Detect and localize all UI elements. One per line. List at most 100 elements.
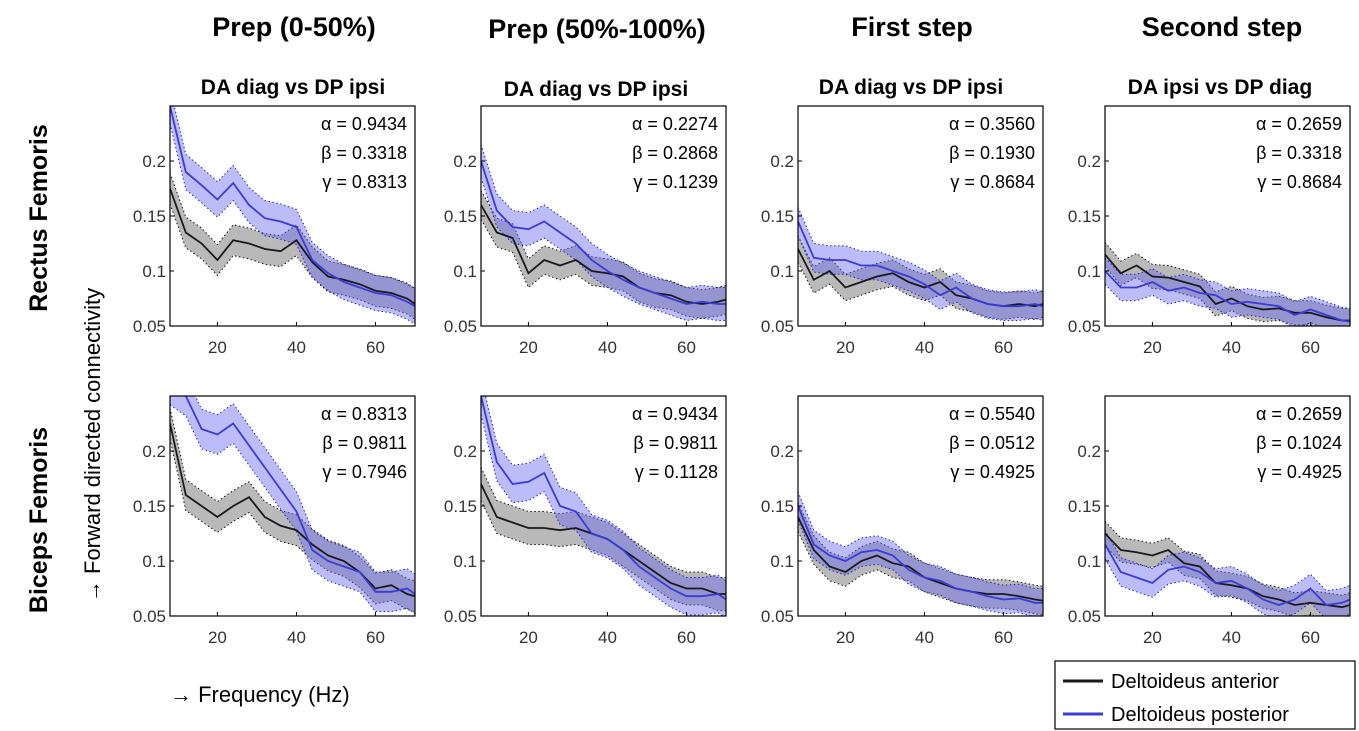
panel-r2-c1: 0.05 0.1 0.15 0.2 20 40 60 α = 0.8313 β = 0.9811… — [133, 395, 416, 647]
series-line — [1105, 270, 1350, 323]
x-tick-label: 20 — [836, 338, 855, 357]
stat-alpha: α = 0.2659 — [1256, 404, 1342, 424]
series-line — [798, 221, 1043, 308]
band-lower-edge — [798, 235, 1043, 321]
y-tick-label: 0.15 — [444, 207, 477, 226]
plot-area — [798, 207, 1043, 321]
band-lower-edge — [481, 177, 726, 322]
x-tick-label: 40 — [915, 338, 934, 357]
y-tick-label: 0.15 — [1068, 497, 1101, 516]
x-tick-label: 60 — [366, 628, 385, 647]
x-tick-label: 40 — [598, 338, 617, 357]
series-line — [798, 505, 1043, 604]
x-tick-label: 60 — [1301, 338, 1320, 357]
row-title-biceps-femoris: Biceps Femoris — [25, 427, 53, 613]
x-tick-label: 60 — [994, 628, 1013, 647]
band-upper-edge — [798, 235, 1043, 294]
stat-gamma: γ = 0.1128 — [635, 462, 718, 482]
series-line — [170, 188, 415, 305]
stat-beta: β = 0.0512 — [949, 433, 1035, 453]
y-tick-label: 0.05 — [761, 317, 794, 336]
stat-gamma: γ = 0.1239 — [633, 172, 718, 192]
band-upper-edge — [481, 467, 726, 578]
y-tick-label: 0.15 — [761, 207, 794, 226]
legend-label-anterior: Deltoideus anterior — [1111, 671, 1279, 693]
panel-r1-c2: 0.05 0.1 0.15 0.2 20 40 60 α = 0.2274 β = 0.2868… — [444, 105, 727, 357]
confidence-band — [798, 502, 1043, 615]
panel-r1-c3: 0.05 0.1 0.15 0.2 20 40 60 α = 0.3560 β = 0.1930… — [761, 105, 1044, 357]
stat-gamma: γ = 0.8684 — [950, 172, 1035, 192]
plot-area — [170, 396, 415, 615]
stat-alpha: α = 0.3560 — [949, 114, 1035, 134]
x-tick-label: 20 — [519, 338, 538, 357]
plot-area — [1105, 521, 1350, 616]
y-tick-label: 0.15 — [444, 497, 477, 516]
y-tick-label: 0.05 — [1068, 317, 1101, 336]
series-line — [481, 160, 726, 305]
column-title-1: Prep (0-50%) — [212, 12, 376, 42]
x-tick-label: 60 — [677, 338, 696, 357]
x-tick-label: 20 — [1143, 338, 1162, 357]
band-upper-edge — [1105, 257, 1350, 309]
legend-box — [1054, 660, 1356, 730]
x-tick-label: 20 — [836, 628, 855, 647]
confidence-band — [481, 396, 726, 616]
confidence-band — [170, 408, 415, 612]
x-tick-label: 20 — [1143, 628, 1162, 647]
band-upper-edge — [170, 172, 415, 290]
plot-area — [798, 491, 1043, 616]
panel-grid: 0.05 0.1 0.15 0.2 20 40 60 α = 0.9434 β = 0.3318… — [133, 105, 1351, 647]
panel-r1-c4: 0.05 0.1 0.15 0.2 20 40 60 α = 0.2659 β = 0.3318… — [1068, 105, 1351, 357]
plot-area — [481, 396, 726, 616]
confidence-band — [170, 396, 415, 614]
panel-r1-c1: 0.05 0.1 0.15 0.2 20 40 60 α = 0.9434 β = 0.3318… — [133, 105, 416, 357]
band-upper-edge — [170, 407, 415, 582]
confidence-band — [481, 190, 726, 319]
y-tick-label: 0.1 — [770, 262, 794, 281]
plot-area — [170, 106, 415, 325]
y-tick-label: 0.1 — [142, 552, 166, 571]
stat-beta: β = 0.1930 — [949, 143, 1035, 163]
panel-r2-c3: 0.05 0.1 0.15 0.2 20 40 60 α = 0.5540 β = 0.0512… — [761, 395, 1044, 647]
band-lower-edge — [798, 261, 1043, 320]
confidence-band — [1105, 521, 1350, 616]
y-tick-label: 0.2 — [1077, 442, 1101, 461]
series-line — [184, 396, 415, 595]
y-tick-label: 0.2 — [770, 442, 794, 461]
stat-beta: β = 0.3318 — [321, 143, 407, 163]
y-tick-label: 0.15 — [1068, 207, 1101, 226]
x-tick-label: 20 — [208, 338, 227, 357]
row-title-rectus-femoris: Rectus Femoris — [25, 124, 53, 312]
stat-gamma: γ = 0.7946 — [322, 462, 407, 482]
panel-r2-c2: 0.05 0.1 0.15 0.2 20 40 60 α = 0.9434 β = 0.9811… — [444, 395, 727, 647]
y-tick-label: 0.1 — [770, 552, 794, 571]
x-tick-label: 40 — [287, 338, 306, 357]
y-tick-label: 0.2 — [1077, 152, 1101, 171]
band-upper-edge — [173, 106, 415, 290]
stat-gamma: γ = 0.8684 — [1257, 172, 1342, 192]
y-tick-label: 0.2 — [453, 442, 477, 461]
y-tick-label: 0.15 — [133, 497, 166, 516]
x-tick-label: 60 — [677, 628, 696, 647]
band-lower-edge — [798, 531, 1043, 616]
x-tick-label: 40 — [1222, 628, 1241, 647]
confidence-band — [798, 491, 1043, 616]
band-lower-edge — [170, 438, 415, 613]
x-tick-label: 20 — [208, 628, 227, 647]
y-tick-label: 0.05 — [761, 607, 794, 626]
confidence-band — [481, 144, 726, 321]
series-line — [481, 396, 726, 601]
stat-gamma: γ = 0.4925 — [1257, 462, 1342, 482]
stat-gamma: γ = 0.4925 — [950, 462, 1035, 482]
stat-alpha: α = 0.2659 — [1256, 114, 1342, 134]
stat-alpha: α = 0.5540 — [949, 404, 1035, 424]
y-tick-label: 0.2 — [142, 442, 166, 461]
y-tick-label: 0.15 — [761, 497, 794, 516]
column-title-3: First step — [851, 12, 973, 42]
stat-alpha: α = 0.2274 — [632, 114, 718, 134]
y-tick-label: 0.2 — [453, 152, 477, 171]
column-title-4: Second step — [1142, 12, 1303, 42]
column-subtitle-3: DA diag vs DP ipsi — [819, 76, 1003, 99]
y-tick-label: 0.1 — [142, 262, 166, 281]
